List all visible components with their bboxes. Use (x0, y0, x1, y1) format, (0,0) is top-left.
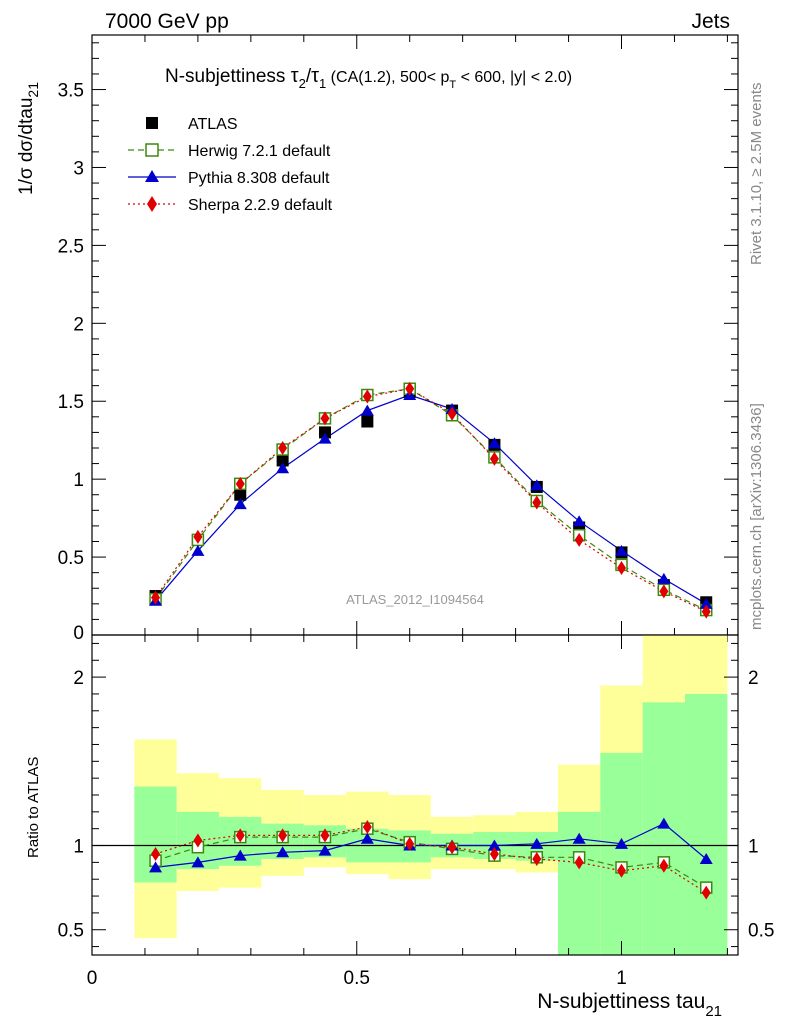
point-pythia (615, 544, 629, 556)
point-sherpa (659, 858, 669, 873)
point-sherpa (362, 820, 372, 834)
point-pythia (318, 432, 332, 444)
point-pythia (487, 839, 501, 851)
y-tick-label: 2 (73, 314, 84, 335)
band-inner (685, 693, 728, 955)
x-tick-label: 0 (87, 968, 98, 989)
point-pythia (149, 861, 163, 873)
point-sherpa (405, 381, 415, 396)
legend-label-herwig: Herwig 7.2.1 default (188, 143, 331, 160)
point-sherpa (320, 828, 330, 843)
legend-marker-sherpa (147, 196, 157, 212)
point-sherpa (532, 495, 542, 510)
point-sherpa (235, 828, 245, 843)
point-sherpa (151, 590, 161, 605)
point-pythia (699, 597, 713, 609)
point-pythia (360, 404, 374, 416)
point-sherpa (447, 840, 457, 855)
ratio-y-tick-label-right: 0.5 (748, 921, 774, 942)
point-pythia (657, 817, 671, 829)
band-inner (600, 752, 643, 955)
point-sherpa (701, 604, 711, 619)
x-tick-label: 1 (616, 968, 627, 989)
point-pythia (191, 544, 205, 556)
legend: ATLAS Herwig 7.2.1 default Pythia 8.308 … (128, 116, 333, 214)
point-sherpa (235, 476, 245, 491)
mcplots-label: mcplots.cern.ch [arXiv:1306.3436] (748, 403, 765, 630)
point-sherpa (320, 411, 330, 426)
point-sherpa (532, 852, 542, 866)
header-right: Jets (691, 10, 730, 33)
point-sherpa (447, 406, 457, 421)
ratio-y-tick-label-right: 1 (748, 837, 759, 858)
point-sherpa (489, 451, 499, 466)
main-y-axis-label: 1/σ dσ/dtau21 (16, 82, 41, 195)
point-sherpa (617, 863, 627, 878)
point-atlas (318, 426, 331, 439)
point-sherpa (278, 828, 288, 843)
point-atlas (361, 415, 374, 428)
point-pythia (572, 832, 586, 844)
x-tick-label: 0.5 (344, 968, 370, 989)
series-line-sherpa (155, 388, 707, 613)
point-pythia (191, 856, 205, 868)
watermark: ATLAS_2012_I1094564 (346, 592, 484, 607)
band-inner (642, 702, 686, 955)
point-sherpa (574, 855, 584, 870)
point-pythia (572, 515, 586, 527)
point-sherpa (574, 532, 584, 547)
legend-marker-atlas (146, 117, 158, 129)
point-sherpa (278, 440, 288, 455)
point-atlas (234, 488, 247, 501)
point-sherpa (193, 833, 203, 848)
y-tick-label: 1.5 (58, 392, 84, 413)
point-sherpa (193, 529, 203, 544)
legend-label-pythia: Pythia 8.308 default (188, 170, 330, 187)
point-pythia (318, 844, 332, 856)
point-sherpa (489, 846, 499, 861)
y-tick-label: 0.5 (58, 548, 84, 569)
ratio-y-tick-label-left: 0.5 (58, 921, 84, 942)
x-axis-label: N-subjettiness tau21 (537, 990, 722, 1020)
ratio-y-tick-label-left: 2 (73, 668, 84, 689)
point-sherpa (151, 846, 161, 861)
series-line-sherpa (155, 826, 707, 894)
point-pythia (657, 572, 671, 584)
ratio-y-tick-label-right: 2 (748, 668, 759, 689)
point-pythia (233, 849, 247, 861)
rivet-label: Rivet 3.1.10, ≥ 2.5M events (748, 83, 765, 266)
point-pythia (615, 837, 629, 849)
point-pythia (276, 846, 290, 858)
point-atlas (276, 454, 289, 467)
point-pythia (360, 832, 374, 844)
point-sherpa (405, 836, 415, 851)
point-pythia (487, 437, 501, 449)
point-pythia (699, 853, 713, 864)
ratio-y-axis-label: Ratio to ATLAS (25, 757, 42, 858)
plot-title: N-subjettiness τ2/τ1 (CA(1.2), 500< pT <… (165, 65, 572, 91)
y-tick-label: 2.5 (58, 236, 84, 257)
y-tick-label: 3 (73, 158, 84, 179)
y-tick-label-zero: 0 (73, 623, 84, 644)
series-line-pythia (155, 394, 707, 605)
point-sherpa (659, 584, 669, 599)
point-sherpa (617, 560, 627, 575)
legend-label-atlas: ATLAS (188, 116, 238, 133)
y-tick-label: 3.5 (58, 81, 84, 102)
legend-marker-pythia (145, 170, 159, 182)
point-pythia (530, 837, 544, 849)
point-sherpa (701, 885, 711, 900)
point-pythia (530, 479, 544, 491)
ratio-y-tick-label-left: 1 (73, 837, 84, 858)
legend-marker-herwig (145, 143, 159, 157)
point-pythia (233, 498, 247, 510)
header-left: 7000 GeV pp (105, 10, 229, 33)
legend-label-sherpa: Sherpa 2.2.9 default (188, 197, 333, 214)
point-sherpa (362, 389, 372, 404)
y-tick-label: 1 (73, 470, 84, 491)
point-pythia (276, 462, 290, 474)
